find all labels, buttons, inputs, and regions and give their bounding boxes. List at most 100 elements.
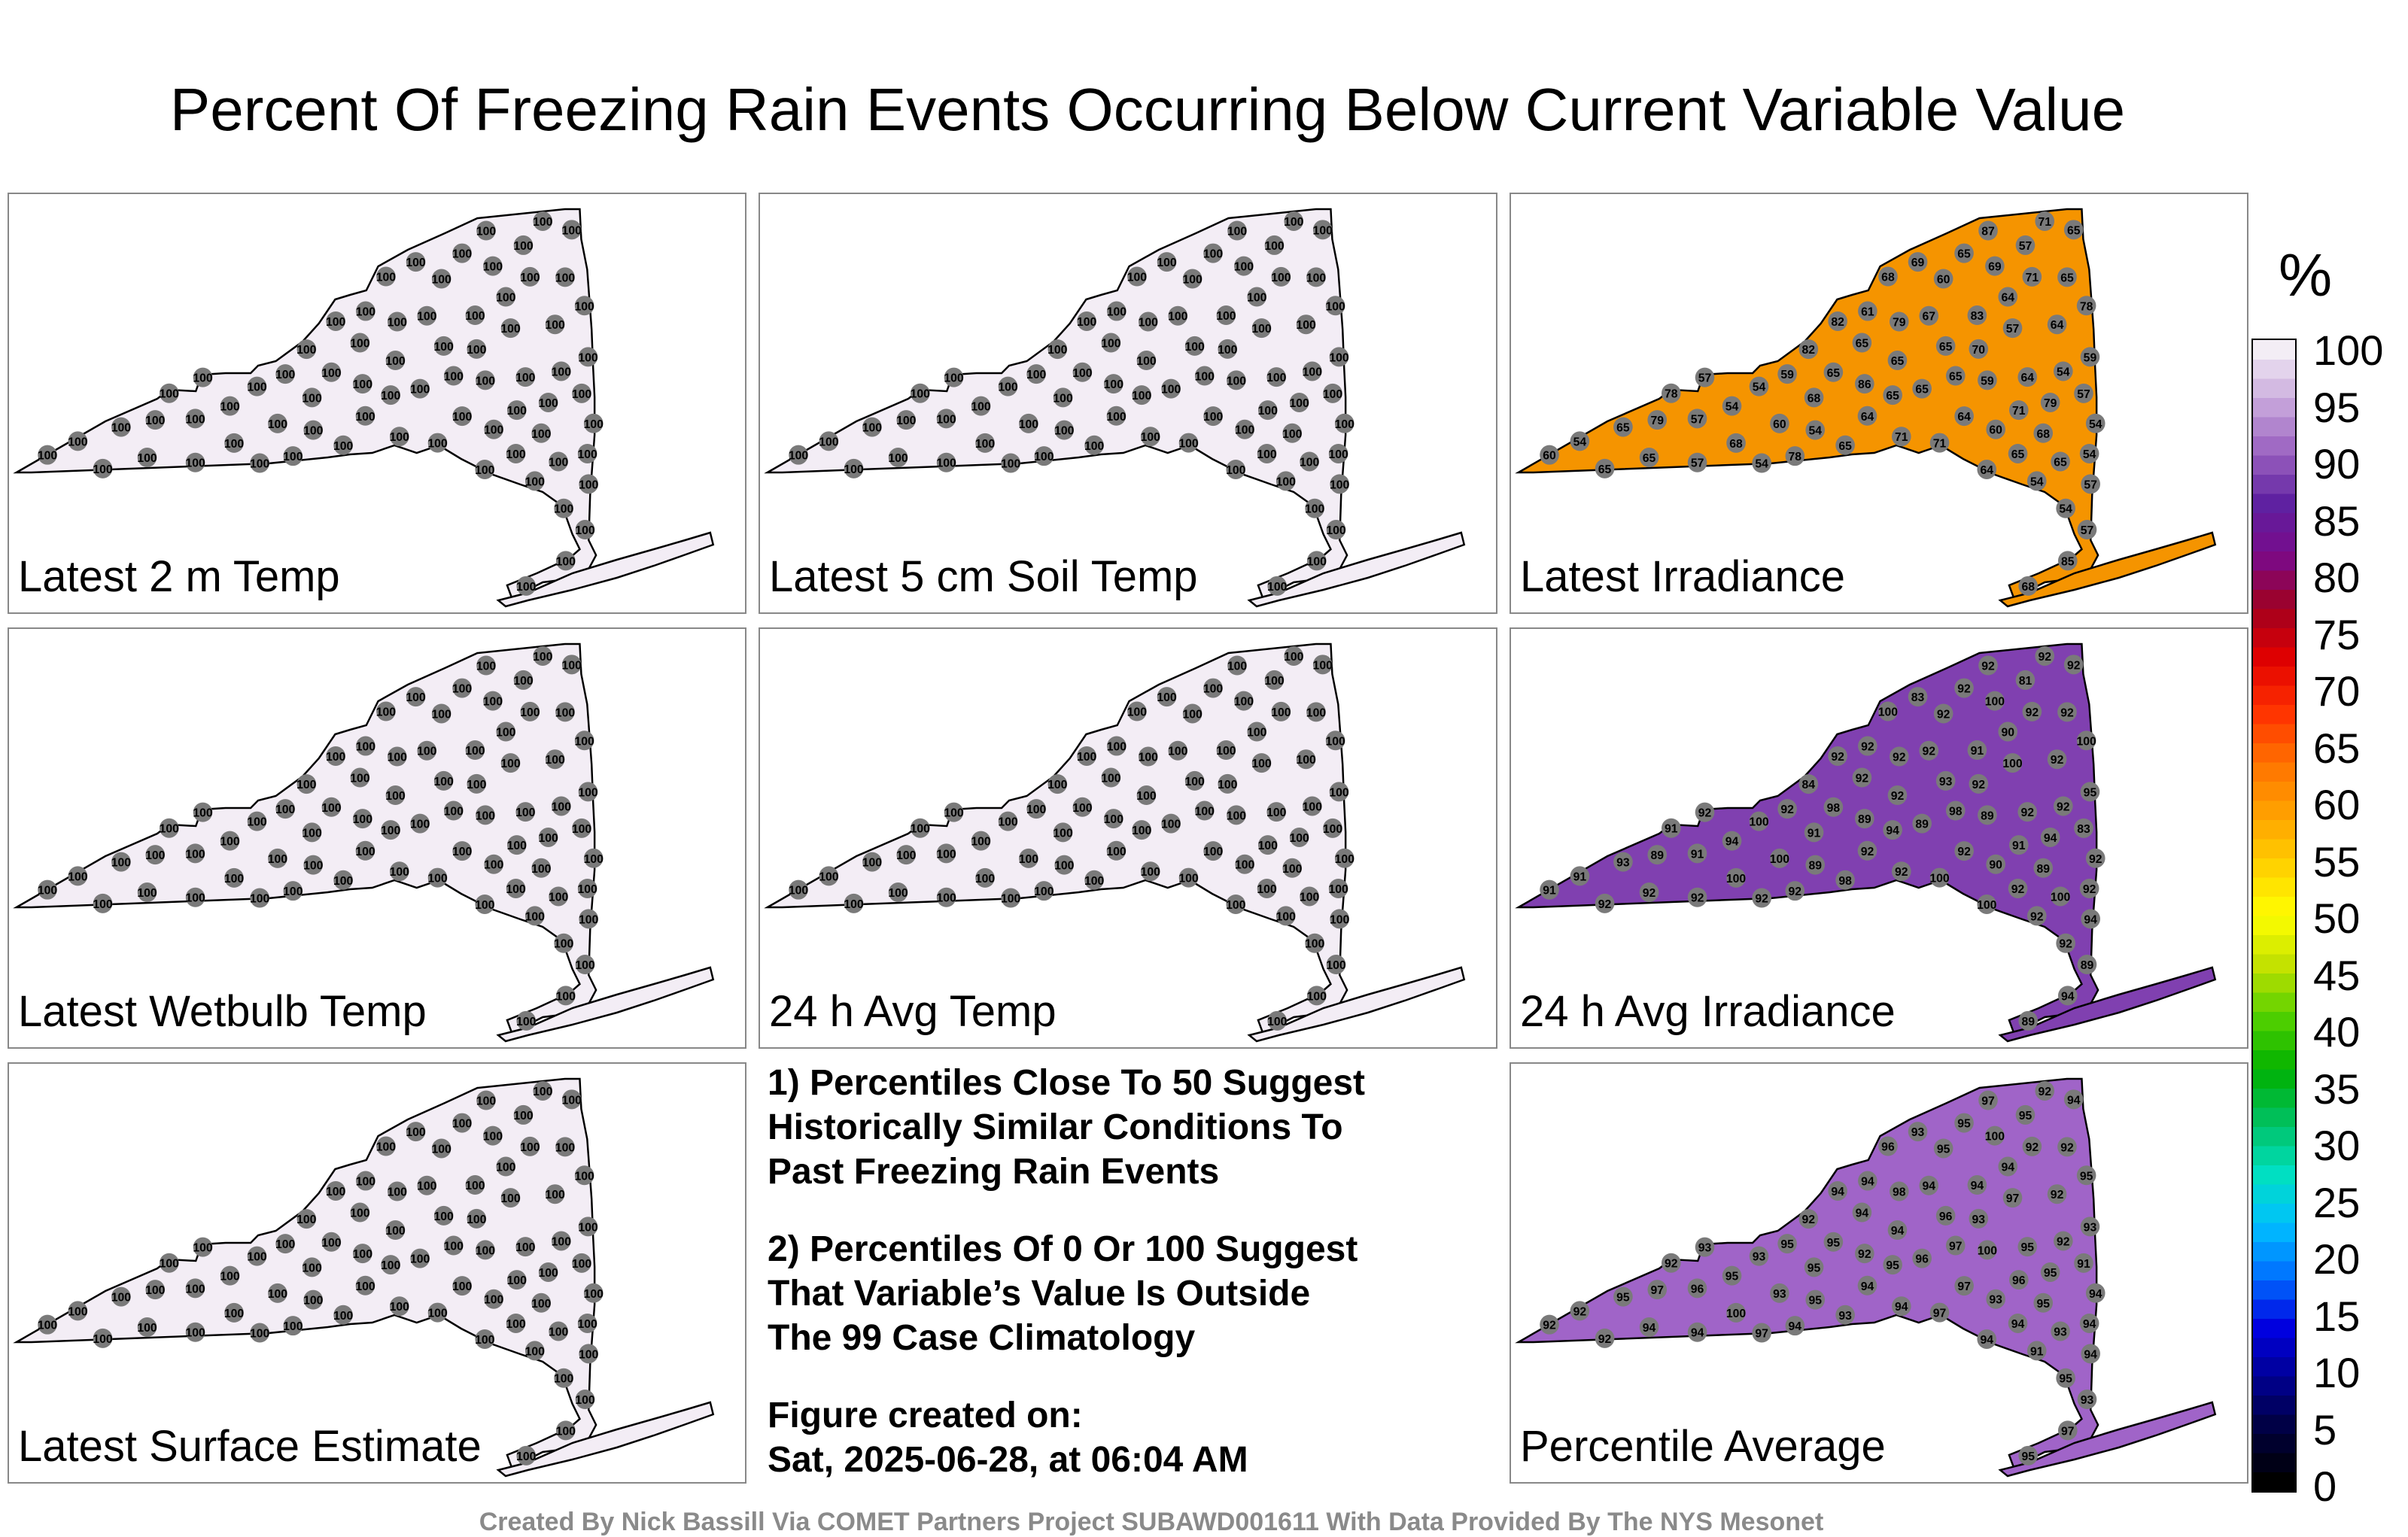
station-marker <box>283 881 303 901</box>
station-marker <box>2008 835 2029 855</box>
station-value: 100 <box>410 818 430 831</box>
station-value: 82 <box>1831 316 1844 329</box>
station-marker <box>1945 800 1966 821</box>
station-value: 100 <box>1328 448 1348 461</box>
station-value: 100 <box>355 846 375 858</box>
station-marker <box>1722 396 1742 416</box>
station-value: 100 <box>1264 240 1284 253</box>
station-marker <box>2018 576 2039 596</box>
station-marker <box>1945 366 1966 386</box>
station-marker <box>93 458 113 478</box>
station-marker <box>1805 420 1826 440</box>
station-marker <box>1540 1314 1559 1335</box>
station-marker <box>475 1329 495 1349</box>
station-marker <box>381 1255 400 1275</box>
station-marker <box>2079 443 2099 463</box>
station-marker <box>476 1090 496 1110</box>
station-marker <box>1647 410 1668 430</box>
station-marker <box>496 287 516 307</box>
station-marker <box>554 1368 573 1388</box>
station-value: 100 <box>1132 390 1151 402</box>
station-marker <box>2035 211 2055 231</box>
station-value: 100 <box>376 271 396 284</box>
colorbar-segment <box>2253 340 2295 360</box>
station-marker <box>381 385 400 406</box>
station-value: 100 <box>1264 675 1284 688</box>
station-value: 100 <box>572 823 591 836</box>
station-value: 100 <box>584 1288 604 1301</box>
station-marker <box>1835 1305 1855 1325</box>
station-value: 100 <box>574 1170 594 1183</box>
station-value: 100 <box>302 827 321 840</box>
station-value: 100 <box>484 859 503 872</box>
station-value: 94 <box>2083 1318 2096 1331</box>
station-value: 92 <box>1643 887 1656 900</box>
station-marker <box>2035 645 2055 666</box>
station-marker <box>1986 1289 2005 1309</box>
station-marker <box>250 453 269 473</box>
station-marker <box>2033 858 2054 878</box>
station-marker <box>1326 955 1346 975</box>
station-marker <box>1330 909 1349 929</box>
station-marker <box>1194 800 1215 821</box>
station-value: 100 <box>520 272 540 284</box>
station-value: 65 <box>1598 463 1612 476</box>
station-value: 97 <box>2061 1425 2075 1438</box>
station-marker <box>862 417 882 437</box>
station-value: 65 <box>2054 456 2067 469</box>
station-value: 94 <box>1691 1327 1704 1340</box>
station-marker <box>159 818 179 838</box>
station-value: 100 <box>555 706 575 719</box>
station-marker <box>1986 419 2005 439</box>
station-value: 100 <box>350 772 369 785</box>
station-value: 92 <box>1856 772 1869 785</box>
station-marker <box>465 305 485 326</box>
station-marker <box>1661 818 1681 838</box>
station-marker <box>1954 1113 1974 1133</box>
station-value: 100 <box>1335 853 1354 866</box>
station-marker <box>381 820 400 840</box>
station-marker <box>2077 955 2097 975</box>
colorbar-segment <box>2253 1453 2295 1472</box>
station-marker <box>250 888 269 908</box>
notes-block: 1) Percentiles Close To 50 Suggest Histor… <box>768 1061 1490 1515</box>
station-marker <box>68 866 88 886</box>
station-marker <box>2022 1136 2042 1156</box>
station-value: 100 <box>1284 651 1303 664</box>
station-value: 100 <box>137 1322 157 1335</box>
station-marker <box>2051 451 2070 472</box>
station-marker <box>417 1175 437 1195</box>
station-value: 91 <box>2077 1258 2090 1271</box>
station-value: 54 <box>1573 436 1587 448</box>
station-value: 100 <box>516 1016 536 1028</box>
station-value: 95 <box>2020 1241 2034 1254</box>
station-value: 100 <box>1271 272 1291 284</box>
station-marker <box>302 1257 322 1277</box>
station-marker <box>552 361 571 381</box>
station-marker <box>1687 1278 1707 1299</box>
station-marker <box>1969 339 1989 359</box>
station-marker <box>475 459 495 479</box>
station-marker <box>484 419 503 439</box>
station-value: 100 <box>525 910 545 923</box>
station-value: 96 <box>1881 1141 1895 1153</box>
station-marker <box>524 1341 545 1361</box>
station-marker <box>1334 848 1354 868</box>
station-marker <box>2022 266 2042 287</box>
station-value: 100 <box>1157 691 1176 704</box>
station-value: 100 <box>1183 708 1202 721</box>
station-value: 100 <box>500 1192 520 1205</box>
long-island-shape <box>496 1401 715 1478</box>
station-value: 100 <box>936 413 956 426</box>
station-value: 64 <box>1980 464 1993 477</box>
station-marker <box>2026 1341 2047 1361</box>
station-value: 65 <box>1886 390 1899 402</box>
station-value: 100 <box>1313 224 1333 237</box>
station-marker <box>524 471 545 491</box>
station-value: 100 <box>1325 735 1345 748</box>
colorbar-tick-label: 15 <box>2313 1292 2361 1340</box>
panel-label: 24 h Avg Temp <box>769 987 1057 1036</box>
station-value: 100 <box>427 1307 447 1320</box>
station-value: 100 <box>220 401 239 414</box>
station-value: 100 <box>452 248 472 260</box>
